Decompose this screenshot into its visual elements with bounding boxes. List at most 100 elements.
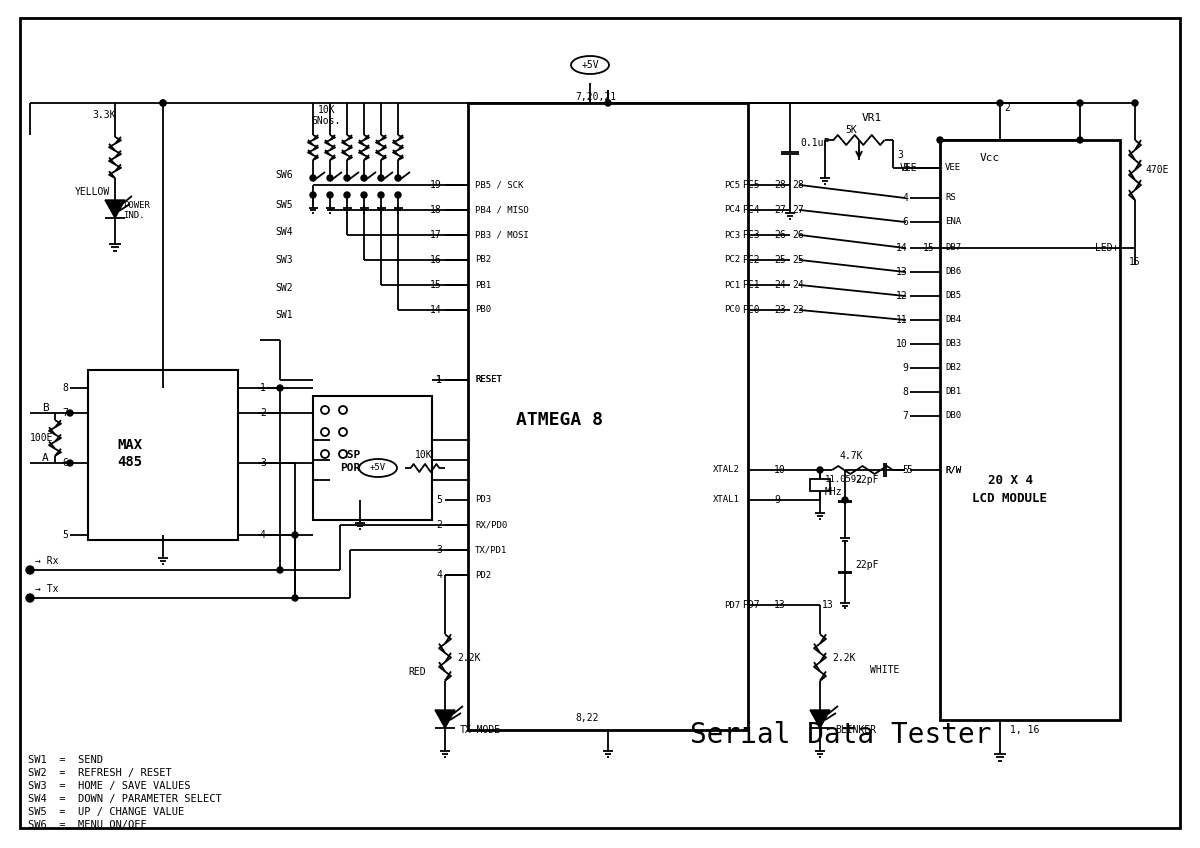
Text: 15: 15	[1129, 257, 1141, 267]
Text: B: B	[42, 403, 49, 413]
Text: 23: 23	[774, 305, 786, 315]
Circle shape	[277, 385, 283, 391]
Circle shape	[340, 428, 347, 436]
Text: 13: 13	[822, 600, 834, 610]
Circle shape	[322, 450, 329, 458]
Text: SW5: SW5	[275, 200, 293, 210]
Circle shape	[292, 595, 298, 601]
Circle shape	[344, 192, 350, 198]
Text: 6: 6	[902, 217, 908, 227]
Ellipse shape	[359, 459, 397, 477]
Text: 3: 3	[898, 150, 902, 160]
Bar	[810, 479, 830, 491]
Text: 11: 11	[896, 315, 908, 325]
Text: PC0: PC0	[724, 305, 740, 315]
Circle shape	[310, 192, 316, 198]
Circle shape	[817, 467, 823, 473]
Text: 17: 17	[431, 230, 442, 240]
Text: 1: 1	[436, 375, 442, 385]
Ellipse shape	[571, 56, 610, 74]
Text: 2: 2	[436, 520, 442, 530]
Circle shape	[842, 497, 848, 503]
Text: DB4: DB4	[946, 315, 961, 325]
Text: 9: 9	[902, 363, 908, 373]
Circle shape	[378, 192, 384, 198]
Text: 8,22: 8,22	[575, 713, 599, 723]
Circle shape	[605, 100, 611, 106]
Text: 14: 14	[431, 305, 442, 315]
Text: 26: 26	[792, 230, 804, 240]
Text: 3.3K: 3.3K	[92, 110, 115, 120]
Text: SW6: SW6	[275, 170, 293, 180]
Text: 2: 2	[1004, 103, 1010, 113]
Text: 3: 3	[260, 458, 266, 468]
Text: 8: 8	[62, 383, 68, 393]
Text: 100E: 100E	[30, 433, 54, 443]
Text: 10: 10	[774, 465, 786, 475]
Text: PC2: PC2	[743, 255, 760, 265]
Circle shape	[26, 566, 34, 574]
Text: 20 X 4: 20 X 4	[988, 473, 1032, 487]
Circle shape	[160, 100, 166, 106]
Text: 1: 1	[260, 383, 266, 393]
Text: 12: 12	[896, 291, 908, 301]
Text: WHITE: WHITE	[870, 665, 899, 675]
Text: 485: 485	[118, 455, 143, 469]
Text: ISP: ISP	[340, 450, 360, 460]
Polygon shape	[810, 710, 830, 728]
Text: 2.2K: 2.2K	[457, 653, 480, 663]
Text: 7: 7	[62, 408, 68, 418]
Text: 4: 4	[436, 570, 442, 580]
Text: PC1: PC1	[743, 280, 760, 290]
Text: SW1: SW1	[275, 310, 293, 320]
Text: DB0: DB0	[946, 411, 961, 421]
Circle shape	[322, 428, 329, 436]
Text: 14: 14	[896, 243, 908, 253]
Text: LED+: LED+	[1096, 243, 1118, 253]
Text: PB1: PB1	[475, 281, 491, 289]
Text: 0.1uF: 0.1uF	[800, 138, 829, 148]
Text: VR1: VR1	[862, 113, 882, 123]
Text: YELLOW: YELLOW	[74, 187, 110, 197]
Text: 6: 6	[62, 458, 68, 468]
Text: SW4  =  DOWN / PARAMETER SELECT: SW4 = DOWN / PARAMETER SELECT	[28, 794, 222, 804]
Text: PB4 / MISO: PB4 / MISO	[475, 205, 529, 215]
Text: 5: 5	[436, 495, 442, 505]
Bar	[313, 396, 432, 520]
Bar	[88, 370, 238, 540]
Text: DB7: DB7	[946, 243, 961, 253]
Text: PD3: PD3	[475, 495, 491, 505]
Text: XTAL2: XTAL2	[713, 466, 740, 475]
Circle shape	[344, 175, 350, 181]
Text: 16: 16	[431, 255, 442, 265]
Text: PORT: PORT	[340, 463, 367, 473]
Text: SW4: SW4	[275, 227, 293, 237]
Text: 7: 7	[902, 411, 908, 421]
Text: PB3 / MOSI: PB3 / MOSI	[475, 231, 529, 239]
Text: 22pF: 22pF	[854, 475, 878, 485]
Text: 23: 23	[792, 305, 804, 315]
Circle shape	[326, 192, 334, 198]
Text: Serial Data Tester: Serial Data Tester	[690, 721, 991, 749]
Circle shape	[378, 175, 384, 181]
Text: BLINKER: BLINKER	[835, 725, 876, 735]
Text: SW2  =  REFRESH / RESET: SW2 = REFRESH / RESET	[28, 768, 172, 778]
Text: SW3  =  HOME / SAVE VALUES: SW3 = HOME / SAVE VALUES	[28, 781, 191, 791]
Text: Vcc: Vcc	[980, 153, 1000, 163]
Text: MAX: MAX	[118, 438, 143, 452]
Text: PC3: PC3	[724, 231, 740, 239]
Text: 27: 27	[792, 205, 804, 215]
Text: 470E: 470E	[1145, 165, 1169, 175]
Text: R/W: R/W	[946, 466, 961, 475]
Text: PC3: PC3	[743, 230, 760, 240]
Text: 5: 5	[906, 465, 912, 475]
Text: A: A	[42, 453, 49, 463]
Text: PD2: PD2	[475, 571, 491, 579]
Text: 6Nos.: 6Nos.	[311, 116, 341, 126]
Text: 13: 13	[774, 600, 786, 610]
Text: 15: 15	[923, 243, 935, 253]
Text: RESET: RESET	[475, 376, 502, 384]
Text: DB5: DB5	[946, 292, 961, 300]
Text: PB2: PB2	[475, 255, 491, 265]
Text: PB0: PB0	[475, 305, 491, 315]
